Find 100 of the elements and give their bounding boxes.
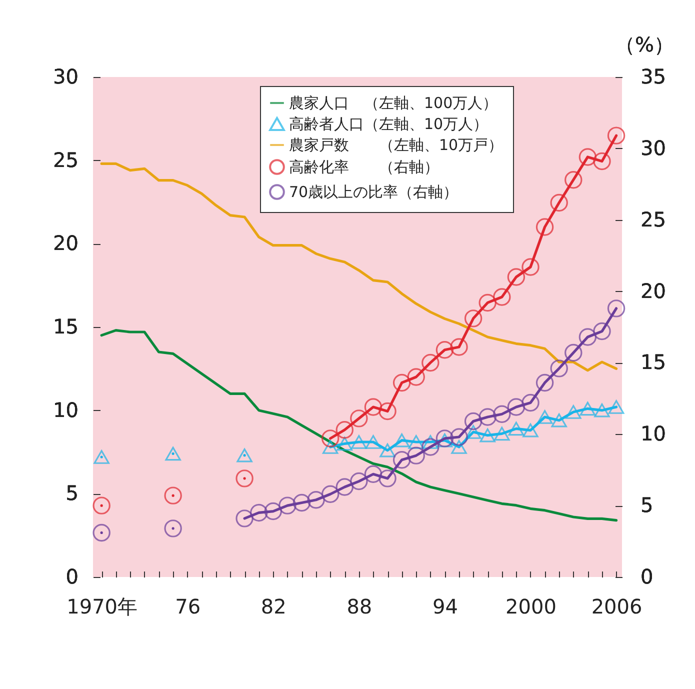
y-tick-label: 20 — [53, 231, 78, 256]
point — [536, 410, 553, 424]
x-tick-label: 82 — [260, 594, 286, 618]
point — [464, 412, 482, 430]
y-tick-label: 25 — [53, 148, 78, 172]
point — [436, 430, 454, 448]
y2-tick-label: 25 — [640, 207, 666, 232]
point — [350, 410, 368, 428]
point — [508, 422, 524, 436]
point — [408, 435, 424, 449]
point — [365, 435, 382, 449]
point — [422, 354, 440, 372]
y2-axis-title: （%） — [614, 32, 674, 56]
y2-tick-label: 30 — [640, 136, 666, 160]
point — [407, 368, 425, 386]
point — [564, 344, 582, 362]
point — [436, 433, 453, 448]
point — [292, 494, 311, 512]
point — [336, 478, 354, 496]
point — [478, 408, 496, 426]
y2-tick-label: 10 — [640, 422, 666, 446]
point — [522, 394, 540, 412]
point — [550, 194, 568, 212]
point — [236, 448, 252, 462]
legend-label: 農家戸数 （左軸、10万戸） — [289, 136, 504, 154]
point — [364, 398, 382, 416]
legend-label: 高齢化率 （右軸） — [289, 158, 439, 176]
point — [566, 405, 582, 419]
point — [451, 440, 467, 454]
y-tick-label: 0 — [66, 564, 78, 588]
point — [350, 472, 368, 490]
point — [394, 433, 410, 448]
x-tick-label: 1970年 — [66, 594, 138, 618]
point — [392, 451, 411, 469]
point — [264, 502, 282, 520]
point — [593, 322, 611, 340]
x-tick-label: 94 — [432, 594, 458, 618]
point — [92, 496, 110, 514]
y-tick-label: 10 — [53, 398, 78, 422]
point — [236, 510, 254, 528]
point — [593, 152, 611, 170]
y2-tick-label: 15 — [640, 350, 666, 374]
point — [551, 413, 567, 428]
y-tick-label: 15 — [53, 314, 78, 338]
point — [450, 338, 468, 356]
point — [364, 465, 382, 483]
point — [507, 268, 526, 286]
point — [564, 171, 582, 189]
x-tick-label: 88 — [346, 594, 372, 618]
x-tick-label: 2006 — [591, 594, 642, 618]
point — [578, 148, 597, 166]
point — [536, 374, 554, 392]
point — [422, 438, 440, 456]
point — [351, 435, 367, 449]
point — [478, 294, 496, 312]
point — [507, 398, 526, 416]
point — [607, 126, 626, 144]
point — [578, 328, 597, 346]
point — [450, 428, 468, 446]
point — [607, 300, 626, 318]
point — [164, 486, 182, 504]
y2-tick-label: 35 — [640, 64, 666, 88]
point — [378, 470, 396, 488]
y2-tick-label: 0 — [640, 564, 654, 588]
point — [278, 496, 296, 514]
y2-tick-label: 20 — [640, 278, 666, 303]
legend-label: 70歳以上の比率（右軸） — [289, 183, 458, 201]
point — [522, 258, 540, 276]
point — [92, 524, 110, 542]
point — [307, 491, 325, 509]
point — [550, 360, 568, 378]
point — [480, 428, 496, 442]
legend-label: 高齢者人口（左軸、10万人） — [289, 115, 488, 133]
point — [436, 341, 454, 359]
point — [378, 402, 396, 420]
point — [164, 520, 182, 538]
point — [250, 504, 268, 522]
point — [336, 436, 353, 451]
point — [536, 218, 554, 236]
x-tick-label: 2000 — [506, 594, 556, 618]
legend-label: 農家人口 （左軸、100万人） — [289, 94, 498, 112]
x-tick-label: 76 — [175, 594, 201, 618]
point — [494, 426, 510, 441]
point — [380, 443, 396, 458]
point — [522, 423, 538, 438]
point — [392, 374, 411, 392]
line-series — [100, 329, 618, 522]
point — [94, 450, 110, 464]
point — [465, 425, 482, 439]
point — [165, 446, 181, 461]
point — [336, 421, 354, 439]
point — [321, 485, 340, 503]
point — [321, 430, 340, 448]
point — [322, 440, 338, 454]
y2-tick-label: 5 — [640, 493, 654, 518]
point — [580, 402, 596, 416]
point — [608, 400, 624, 414]
point — [236, 470, 254, 488]
y-tick-label: 5 — [66, 481, 78, 506]
y-tick-label: 30 — [53, 64, 78, 88]
